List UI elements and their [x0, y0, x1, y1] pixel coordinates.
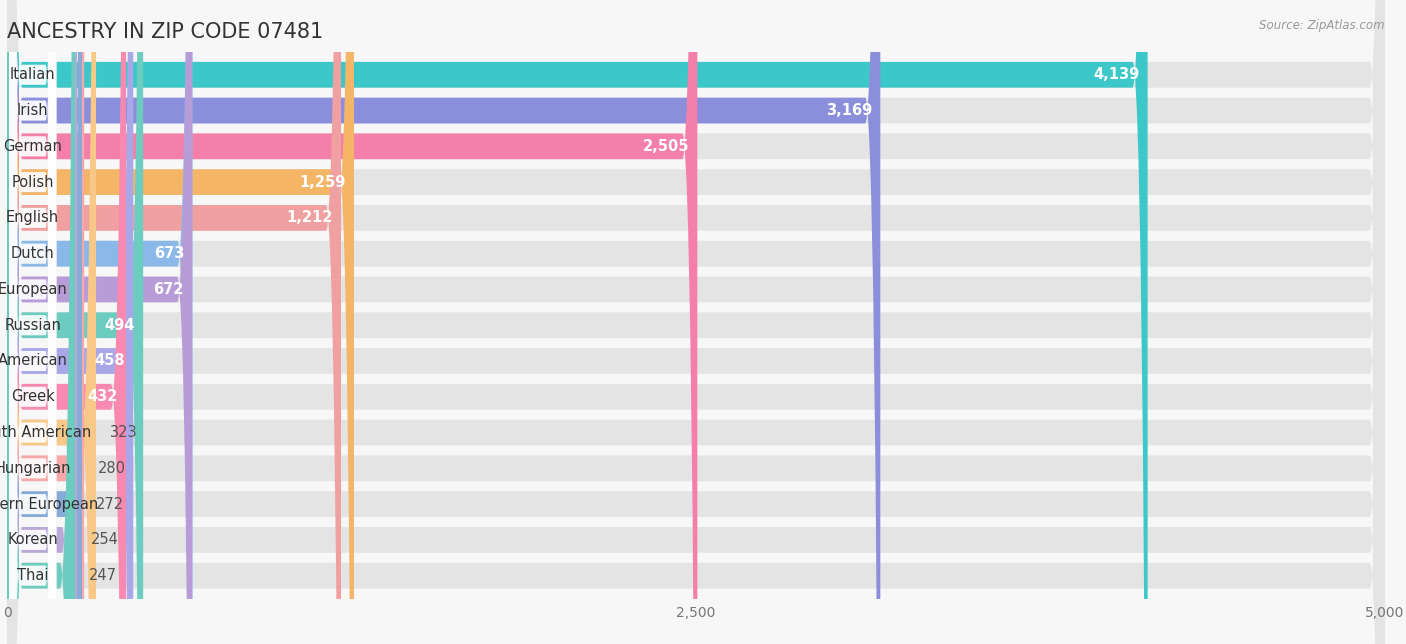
Text: South American: South American	[0, 425, 91, 440]
FancyBboxPatch shape	[7, 0, 127, 644]
FancyBboxPatch shape	[10, 0, 56, 644]
Text: American: American	[0, 354, 67, 368]
FancyBboxPatch shape	[7, 0, 75, 644]
Text: Eastern European: Eastern European	[0, 497, 98, 511]
Text: English: English	[6, 211, 59, 225]
FancyBboxPatch shape	[10, 0, 56, 644]
FancyBboxPatch shape	[7, 0, 1385, 644]
FancyBboxPatch shape	[10, 0, 56, 644]
Text: 323: 323	[110, 425, 138, 440]
FancyBboxPatch shape	[7, 0, 1385, 644]
FancyBboxPatch shape	[7, 0, 1385, 644]
Text: 672: 672	[153, 282, 184, 297]
FancyBboxPatch shape	[7, 0, 193, 644]
Text: 2,505: 2,505	[643, 139, 689, 154]
FancyBboxPatch shape	[7, 0, 1385, 644]
FancyBboxPatch shape	[10, 0, 56, 644]
FancyBboxPatch shape	[10, 0, 56, 644]
Text: 432: 432	[87, 389, 118, 404]
FancyBboxPatch shape	[7, 0, 1385, 644]
FancyBboxPatch shape	[7, 0, 84, 644]
Text: 247: 247	[89, 568, 117, 583]
FancyBboxPatch shape	[7, 0, 1385, 644]
Text: Korean: Korean	[7, 533, 58, 547]
Text: Russian: Russian	[4, 317, 60, 333]
Text: 1,259: 1,259	[299, 175, 346, 189]
FancyBboxPatch shape	[7, 0, 1385, 644]
Text: 4,139: 4,139	[1092, 67, 1139, 82]
Text: Hungarian: Hungarian	[0, 461, 70, 476]
FancyBboxPatch shape	[10, 0, 56, 644]
FancyBboxPatch shape	[7, 0, 1385, 644]
Text: 254: 254	[91, 533, 118, 547]
FancyBboxPatch shape	[7, 0, 1385, 644]
Text: Greek: Greek	[11, 389, 55, 404]
Text: 1,212: 1,212	[287, 211, 333, 225]
FancyBboxPatch shape	[10, 0, 56, 644]
FancyBboxPatch shape	[7, 0, 354, 644]
FancyBboxPatch shape	[7, 0, 82, 644]
FancyBboxPatch shape	[7, 0, 143, 644]
Text: Polish: Polish	[11, 175, 53, 189]
FancyBboxPatch shape	[7, 0, 193, 644]
Text: Dutch: Dutch	[11, 246, 55, 261]
Text: Italian: Italian	[10, 67, 55, 82]
FancyBboxPatch shape	[10, 0, 56, 644]
Text: ANCESTRY IN ZIP CODE 07481: ANCESTRY IN ZIP CODE 07481	[7, 22, 323, 42]
FancyBboxPatch shape	[7, 0, 1385, 644]
FancyBboxPatch shape	[7, 0, 96, 644]
Text: 3,169: 3,169	[825, 103, 872, 118]
Text: European: European	[0, 282, 67, 297]
Text: 458: 458	[94, 354, 125, 368]
FancyBboxPatch shape	[10, 0, 56, 644]
FancyBboxPatch shape	[7, 0, 1385, 644]
FancyBboxPatch shape	[7, 0, 342, 644]
Text: 673: 673	[153, 246, 184, 261]
FancyBboxPatch shape	[7, 0, 880, 644]
FancyBboxPatch shape	[10, 0, 56, 644]
FancyBboxPatch shape	[7, 0, 1147, 644]
Text: Thai: Thai	[17, 568, 48, 583]
Text: Irish: Irish	[17, 103, 48, 118]
FancyBboxPatch shape	[10, 0, 56, 644]
FancyBboxPatch shape	[7, 0, 1385, 644]
FancyBboxPatch shape	[7, 0, 697, 644]
FancyBboxPatch shape	[10, 0, 56, 644]
FancyBboxPatch shape	[10, 0, 56, 644]
FancyBboxPatch shape	[7, 0, 134, 644]
Text: German: German	[3, 139, 62, 154]
FancyBboxPatch shape	[7, 0, 1385, 644]
FancyBboxPatch shape	[7, 0, 1385, 644]
FancyBboxPatch shape	[10, 0, 56, 644]
Text: 280: 280	[98, 461, 127, 476]
FancyBboxPatch shape	[7, 0, 77, 644]
FancyBboxPatch shape	[10, 0, 56, 644]
Text: 494: 494	[104, 317, 135, 333]
Text: Source: ZipAtlas.com: Source: ZipAtlas.com	[1260, 19, 1385, 32]
Text: 272: 272	[96, 497, 124, 511]
FancyBboxPatch shape	[7, 0, 1385, 644]
